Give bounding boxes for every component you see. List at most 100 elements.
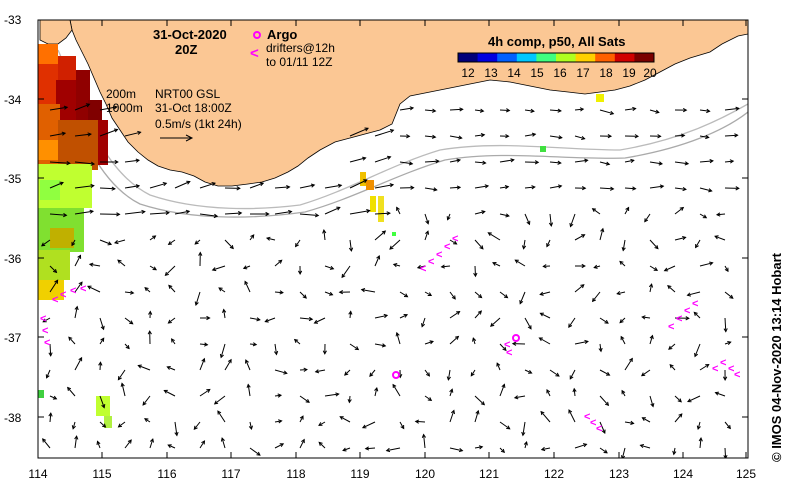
colorbar-tick: 12 xyxy=(461,66,475,80)
current-vector-head xyxy=(363,179,368,184)
current-vector-head xyxy=(568,323,573,328)
current-vector-head xyxy=(101,404,106,409)
current-vector xyxy=(715,392,726,397)
current-vector-head xyxy=(246,383,251,388)
current-vector xyxy=(68,336,76,345)
current-vector xyxy=(540,291,551,295)
current-vector xyxy=(274,420,282,423)
current-vector-head xyxy=(431,108,437,113)
current-vector-head xyxy=(414,419,420,424)
current-vector xyxy=(324,265,334,270)
current-vector xyxy=(693,312,701,319)
current-vector-head xyxy=(630,158,635,163)
current-vector xyxy=(669,364,676,371)
current-vector xyxy=(214,395,226,405)
current-vector xyxy=(470,369,476,377)
current-vector xyxy=(474,161,486,164)
current-vector xyxy=(249,421,252,430)
current-vector xyxy=(74,281,83,293)
current-vector-head xyxy=(729,159,735,164)
current-vector xyxy=(699,160,713,163)
current-vector xyxy=(499,343,507,351)
drifter-marker: < xyxy=(452,233,458,245)
current-vector-head xyxy=(67,386,72,392)
current-vector-head xyxy=(313,319,319,324)
current-vector-head xyxy=(130,290,135,295)
colorbar-segment xyxy=(595,53,616,62)
current-vector-head xyxy=(88,262,94,267)
current-vector-head xyxy=(609,110,615,115)
current-vector-head xyxy=(534,160,540,165)
drifter-marker: < xyxy=(60,289,66,301)
current-vector-head xyxy=(244,280,249,285)
current-vector xyxy=(549,369,560,377)
colorbar-tick: 18 xyxy=(599,66,613,80)
current-vector xyxy=(599,317,609,324)
colorbar-segment xyxy=(458,53,479,62)
current-vector xyxy=(574,284,585,293)
current-vector xyxy=(174,210,190,215)
current-vector xyxy=(164,390,176,397)
current-vector xyxy=(99,187,115,190)
current-vector-head xyxy=(147,330,152,335)
current-vector xyxy=(299,291,307,299)
current-vector xyxy=(299,184,315,189)
lat-axis-labels: -33 -34 -35 -36 -37 -38 xyxy=(4,13,22,425)
lat-tick-label: -35 xyxy=(4,172,22,186)
current-vector-head xyxy=(619,319,624,324)
current-vector-head xyxy=(481,210,486,215)
current-vector xyxy=(568,409,576,423)
current-vector xyxy=(274,369,287,374)
current-vector-head xyxy=(339,416,344,420)
colorbar-tick: 17 xyxy=(576,66,590,80)
current-vector-head xyxy=(125,344,130,350)
current-vector-head xyxy=(684,161,690,166)
current-vector xyxy=(619,317,626,323)
current-vector-head xyxy=(449,388,454,393)
current-vector xyxy=(224,212,242,215)
current-vector xyxy=(699,262,713,267)
current-vector xyxy=(642,417,651,423)
current-vector xyxy=(714,235,726,241)
current-vector-head xyxy=(584,339,589,344)
current-vector xyxy=(449,410,455,423)
current-vector-head xyxy=(142,401,147,406)
lat-tick-label: -33 xyxy=(4,13,22,27)
date-label: 31-Oct-2020 xyxy=(153,27,227,42)
current-vector-head xyxy=(557,160,562,165)
current-vector xyxy=(324,291,333,296)
current-vector-head xyxy=(446,376,451,381)
current-vector xyxy=(624,108,636,111)
current-vector xyxy=(392,384,401,397)
current-vector xyxy=(349,127,369,137)
current-vector-head xyxy=(715,212,721,217)
lon-tick-label: 117 xyxy=(221,467,240,481)
current-vector xyxy=(349,157,366,163)
current-vector-head xyxy=(135,184,141,189)
current-vector xyxy=(124,317,134,325)
current-vector-head xyxy=(531,185,536,190)
current-vector-head xyxy=(376,255,381,260)
current-vector-head xyxy=(120,382,125,387)
current-vector xyxy=(474,211,485,215)
colorbar-segment xyxy=(614,53,635,62)
current-vector xyxy=(99,421,106,428)
current-vector-head xyxy=(569,222,574,228)
current-vector-head xyxy=(408,161,414,166)
current-vector-head xyxy=(236,186,241,191)
current-vector-head xyxy=(521,431,526,437)
current-vector xyxy=(72,421,76,429)
current-vector-head xyxy=(186,180,191,185)
current-vector-head xyxy=(581,186,587,191)
current-vector xyxy=(524,213,530,225)
current-vector-head xyxy=(410,185,415,190)
current-vector xyxy=(124,131,141,137)
current-vector xyxy=(74,255,81,267)
current-vector-head xyxy=(456,185,462,190)
lat-tick-label: -38 xyxy=(4,411,22,425)
current-vector xyxy=(624,159,634,163)
current-vector xyxy=(144,287,151,293)
current-vector-head xyxy=(648,283,654,288)
current-vector xyxy=(67,387,76,397)
current-vector xyxy=(699,213,707,219)
